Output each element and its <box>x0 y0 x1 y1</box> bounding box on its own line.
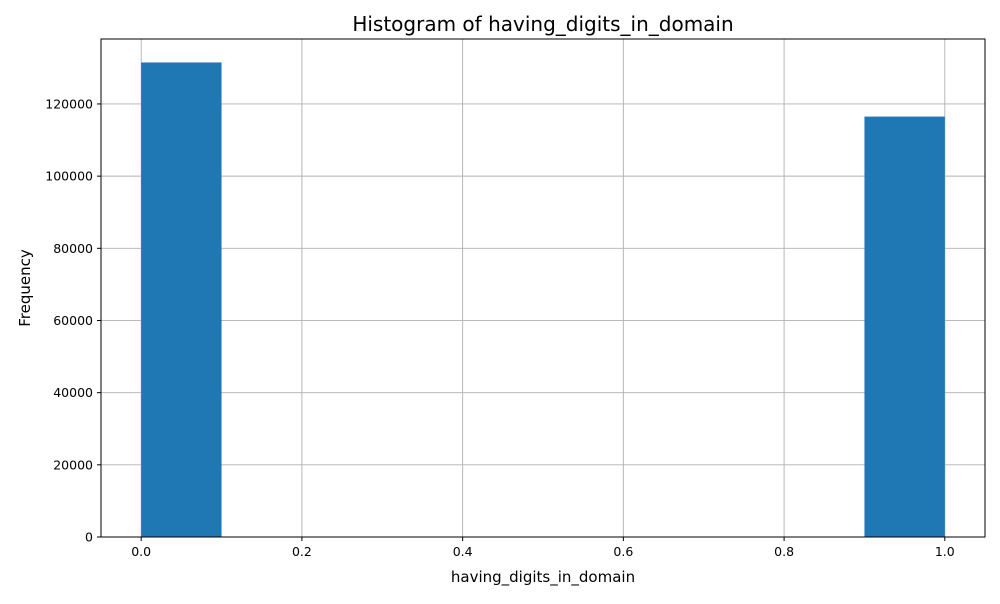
chart-title: Histogram of having_digits_in_domain <box>352 12 733 36</box>
y-tick-label: 20000 <box>53 457 93 472</box>
y-tick-label: 40000 <box>53 385 93 400</box>
histogram-bar <box>864 116 945 537</box>
bars-layer <box>141 62 945 538</box>
x-tick-label: 1.0 <box>935 544 955 559</box>
plot-frame <box>100 38 986 538</box>
x-axis-label: having_digits_in_domain <box>451 568 635 587</box>
ticks-layer: 0.0 0.2 0.4 0.6 0.8 1.0 0 20000 40000 60000 80000 1… <box>45 96 955 559</box>
x-tick-label: 0.6 <box>613 544 633 559</box>
x-tick-label: 0.2 <box>292 544 312 559</box>
y-tick-label: 0 <box>85 530 93 545</box>
y-tick-label: 100000 <box>45 169 93 184</box>
y-axis-label: Frequency <box>16 249 34 327</box>
x-tick-label: 0.4 <box>453 544 473 559</box>
y-tick-label: 60000 <box>53 313 93 328</box>
y-tick-label: 120000 <box>45 96 93 111</box>
x-tick-label: 0.8 <box>774 544 794 559</box>
grid-layer <box>101 39 985 538</box>
y-tick-label: 80000 <box>53 241 93 256</box>
histogram-bar <box>141 62 222 538</box>
x-tick-label: 0.0 <box>131 544 151 559</box>
